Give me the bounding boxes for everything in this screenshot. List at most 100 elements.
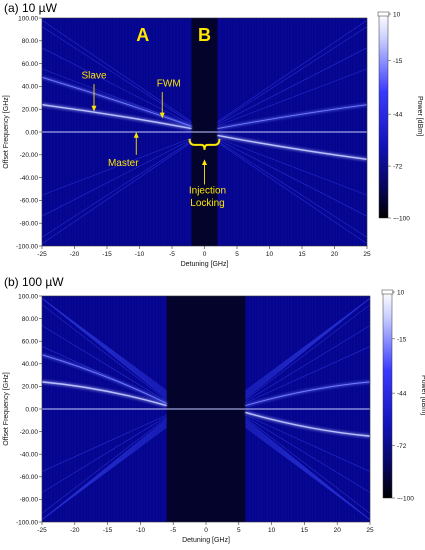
harmonic-line [41, 298, 167, 391]
panel-b-title: (b) 100 µW [4, 275, 64, 289]
colorbar-tick-label: -44 [397, 391, 407, 398]
colorbar-tick-label: 10 [393, 12, 401, 19]
y-tick-label: 60.00 [22, 61, 39, 68]
y-tick-label: -100.00 [16, 243, 38, 250]
harmonic-line [41, 417, 167, 514]
harmonic-line [245, 346, 371, 404]
y-axis-label: Offset Frequency [GHz] [3, 95, 10, 168]
x-tick-label: 25 [363, 251, 371, 258]
x-tick-label: -20 [70, 251, 80, 258]
colorbar-label: Power [dBm] [416, 96, 423, 136]
harmonic-line [217, 26, 368, 124]
fwm-arrowhead [159, 112, 165, 119]
harmonic-line [41, 416, 167, 493]
harmonic-line [217, 68, 368, 127]
colorbar [382, 291, 393, 499]
chart-panel-b: -25 -20 -15 -10 -5 0 5 10 15 20 25 Detuning [GHz] 10… [3, 290, 425, 545]
colorbar-tick-label: -72 [397, 443, 407, 450]
colorbar-tick-label: ~-100 [397, 496, 414, 503]
chart-panel-a: -25 -20 -15 -10 -5 0 5 10 15 20 25 Detuning [GHz] 10… [3, 12, 423, 269]
y-tick-label: 80.00 [22, 38, 39, 45]
harmonic-line [217, 139, 368, 217]
y-tick-label: -80.00 [20, 221, 39, 228]
master-arrowhead [133, 132, 139, 138]
colorbar-tick-label: ~-100 [393, 216, 410, 223]
y-tick-label: -40.00 [20, 175, 39, 182]
slave-label: Slave [81, 70, 106, 81]
y-tick-label: -20.00 [20, 429, 39, 436]
slave-curve-right [245, 411, 371, 437]
fwm-curve-right [245, 381, 371, 407]
y-tick-label: 20.00 [22, 107, 39, 114]
locking-label: Locking [190, 198, 224, 209]
y-tick-label: 100.00 [18, 15, 38, 22]
harmonic-line [217, 140, 368, 238]
harmonic-line [41, 304, 167, 401]
harmonic-line [217, 137, 368, 196]
colorbar-tick-label: -15 [397, 336, 407, 343]
x-tick-label: -15 [103, 527, 113, 534]
harmonic-line [41, 20, 192, 122]
y-tick-label: -100.00 [16, 519, 38, 526]
x-tick-label: 20 [331, 251, 339, 258]
harmonic-line [41, 47, 192, 125]
y-tick-label: 0.00 [25, 129, 38, 136]
colorbar-cap [377, 11, 390, 17]
slave-curve-right [217, 134, 368, 161]
harmonic-line [245, 427, 371, 520]
slave-curve [41, 381, 167, 407]
y-tick-label: -60.00 [20, 474, 39, 481]
harmonic-line [245, 414, 371, 472]
fwm-curve [41, 76, 192, 127]
colorbar [378, 13, 389, 219]
harmonic-lines [41, 298, 371, 520]
harmonic-line [245, 416, 371, 493]
y-tick-label: 40.00 [22, 84, 39, 91]
harmonic-line [245, 298, 371, 391]
colorbar-tick-label: -44 [393, 112, 403, 119]
colorbar-label: Power [dBm] [420, 375, 425, 415]
harmonic-line [41, 414, 167, 472]
x-tick-label: 5 [237, 527, 241, 534]
y-tick-label: 80.00 [22, 316, 39, 323]
slave-arrowhead [91, 105, 97, 112]
x-tick-label: -20 [70, 527, 80, 534]
y-tick-label: -20.00 [20, 152, 39, 159]
x-tick-label: 5 [235, 251, 239, 258]
y-tick-label: 40.00 [22, 361, 39, 368]
y-tick-label: -40.00 [20, 452, 39, 459]
x-tick-label: 0 [203, 251, 207, 258]
locking-arrowhead [202, 159, 207, 166]
colorbar-tick-label: -72 [393, 164, 403, 171]
harmonic-line [217, 142, 368, 244]
x-tick-label: 15 [298, 251, 306, 258]
y-tick-label: 60.00 [22, 339, 39, 346]
colorbar-tick-label: 10 [397, 290, 405, 297]
y-axis-label: Offset Frequency [GHz] [3, 372, 10, 445]
locking-brace [188, 138, 221, 150]
y-tick-label: 0.00 [25, 406, 38, 413]
harmonic-line [41, 139, 192, 217]
x-tick-label: 20 [334, 527, 342, 534]
harmonic-line [245, 417, 371, 514]
x-axis-label: Detuning [GHz] [182, 537, 230, 544]
y-tick-label: 100.00 [18, 293, 38, 300]
harmonic-line [41, 26, 192, 124]
fwm-curve [41, 354, 167, 404]
x-tick-label: 10 [266, 251, 274, 258]
x-axis-label: Detuning [GHz] [181, 261, 229, 268]
y-tick-label: 20.00 [22, 384, 39, 391]
harmonic-line [41, 140, 192, 238]
harmonic-lines [41, 20, 368, 244]
fwm-label: FWM [157, 78, 181, 89]
harmonic-line [245, 325, 371, 402]
colorbar-cap [381, 289, 394, 295]
harmonic-line [41, 137, 192, 196]
master-label: Master [108, 158, 139, 169]
harmonic-line [41, 142, 192, 244]
y-tick-label: -60.00 [20, 198, 39, 205]
y-tick-label: -80.00 [20, 497, 39, 504]
fwm-curve-right [217, 104, 368, 130]
